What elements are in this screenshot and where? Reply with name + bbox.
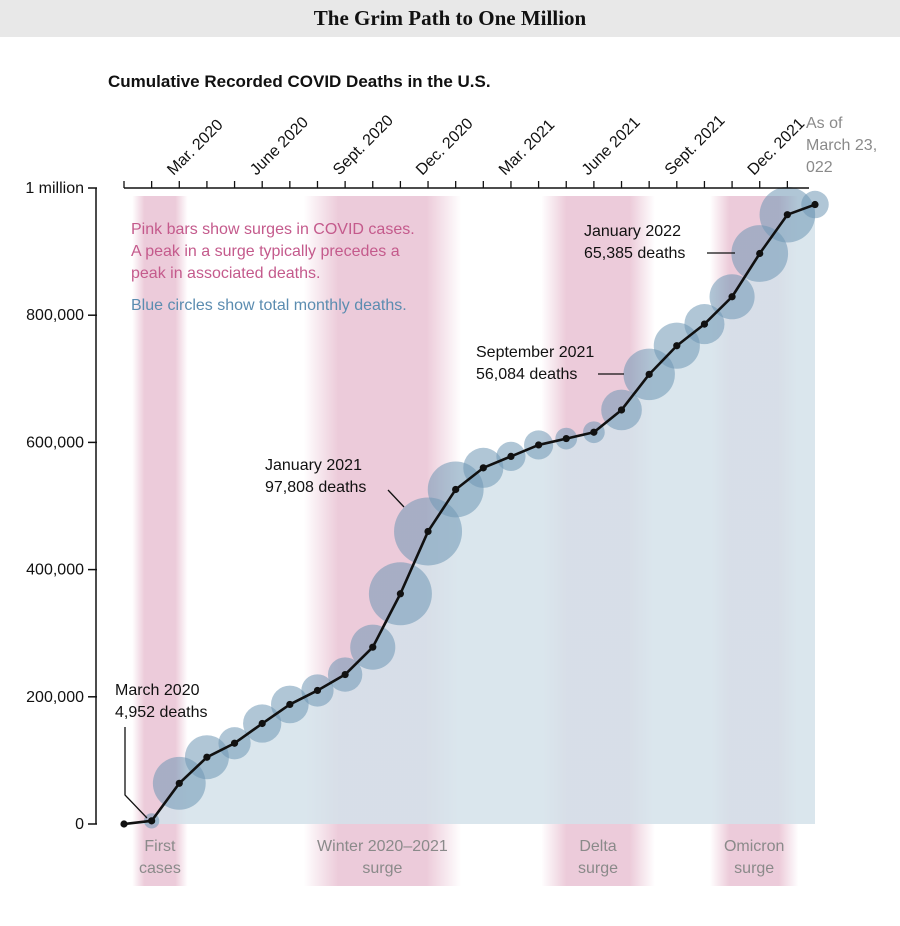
legend-surge-text: peak in associated deaths.: [131, 265, 320, 282]
cumulative-point: [507, 452, 515, 460]
chart-text: First cases Winter 2020–2021 surge Delta surg…: [115, 115, 877, 877]
legend-circle-text: Blue circles show total monthly deaths.: [131, 297, 407, 314]
annotation-january-2021: 97,808 deaths: [265, 479, 366, 496]
cumulative-point: [424, 527, 432, 536]
cumulative-point: [479, 464, 487, 472]
legend-surge-text: A peak in a surge typically precedes a: [131, 243, 400, 260]
x-tick-label: Mar. 2020: [164, 116, 226, 178]
annotation-leader: [124, 727, 148, 819]
cumulative-point: [341, 670, 349, 679]
cumulative-point: [120, 820, 128, 828]
cumulative-point: [673, 342, 681, 350]
surge-label: Delta: [579, 838, 616, 855]
surge-label: First: [144, 838, 176, 855]
annotation-september-2021: 56,084 deaths: [476, 366, 577, 383]
annotation-january-2022: 65,385 deaths: [584, 245, 685, 262]
x-tick-label: Sept. 2020: [330, 112, 397, 179]
annotation-march-2020: March 2020: [115, 682, 200, 699]
annotation-march-2020: 4,952 deaths: [115, 704, 208, 721]
cumulative-point: [700, 320, 709, 328]
cumulative-point: [535, 441, 543, 449]
annotation-september-2021: September 2021: [476, 344, 594, 361]
y-tick-label: 400,000: [26, 562, 84, 579]
cumulative-point: [396, 590, 404, 598]
annotation-january-2022: January 2022: [584, 223, 681, 240]
y-tick-label: 1 million: [25, 180, 84, 197]
surge-label: surge: [734, 860, 774, 877]
cumulative-point: [286, 700, 294, 709]
end-date-label: March 23,: [806, 137, 877, 154]
cumulative-point: [148, 817, 156, 825]
cumulative-point: [645, 370, 653, 378]
end-date-label: 022: [806, 159, 833, 176]
annotation-leader: [387, 489, 405, 508]
cumulative-area: [124, 204, 815, 824]
surge-label: Omicron: [724, 838, 784, 855]
chart-title: Cumulative Recorded COVID Deaths in the …: [108, 72, 491, 91]
end-date-label: As of: [806, 115, 843, 132]
surge-label: Winter 2020–2021: [317, 838, 448, 855]
cumulative-point: [562, 434, 570, 443]
cumulative-point: [783, 211, 791, 219]
y-tick-label: 200,000: [26, 689, 84, 706]
cumulative-point: [203, 753, 211, 761]
cumulative-point: [313, 686, 322, 695]
annotation-january-2021: January 2021: [265, 457, 362, 474]
x-tick-label: June 2021: [579, 114, 644, 179]
cumulative-point: [175, 779, 183, 787]
cumulative-point: [728, 293, 736, 301]
x-tick-label: Sept. 2021: [662, 112, 729, 179]
cumulative-point: [230, 739, 239, 747]
surge-label: surge: [362, 860, 402, 877]
cumulative-line-path: [123, 203, 816, 826]
x-tick-label: June 2020: [247, 114, 312, 179]
surge-label: surge: [578, 860, 618, 877]
legend-surge-text: Pink bars show surges in COVID cases.: [131, 221, 415, 238]
cumulative-point: [617, 406, 626, 414]
cumulative-area-fill: [124, 204, 815, 824]
page-title: The Grim Path to One Million: [313, 6, 587, 30]
cumulative-point: [369, 643, 377, 651]
cumulative-line: [120, 200, 819, 828]
title-banner: [0, 0, 900, 37]
y-tick-label: 800,000: [26, 307, 84, 324]
x-tick-label: Dec. 2021: [745, 115, 809, 179]
cumulative-point: [756, 249, 764, 258]
x-tick-label: Mar. 2021: [496, 116, 558, 178]
y-tick-label: 0: [75, 816, 84, 833]
x-tick-label: Dec. 2020: [413, 115, 477, 179]
surge-label: cases: [139, 860, 181, 877]
cumulative-point: [258, 719, 266, 728]
cumulative-point: [811, 200, 819, 209]
cumulative-point: [452, 485, 460, 494]
y-tick-label: 600,000: [26, 434, 84, 451]
cumulative-point: [590, 428, 598, 436]
